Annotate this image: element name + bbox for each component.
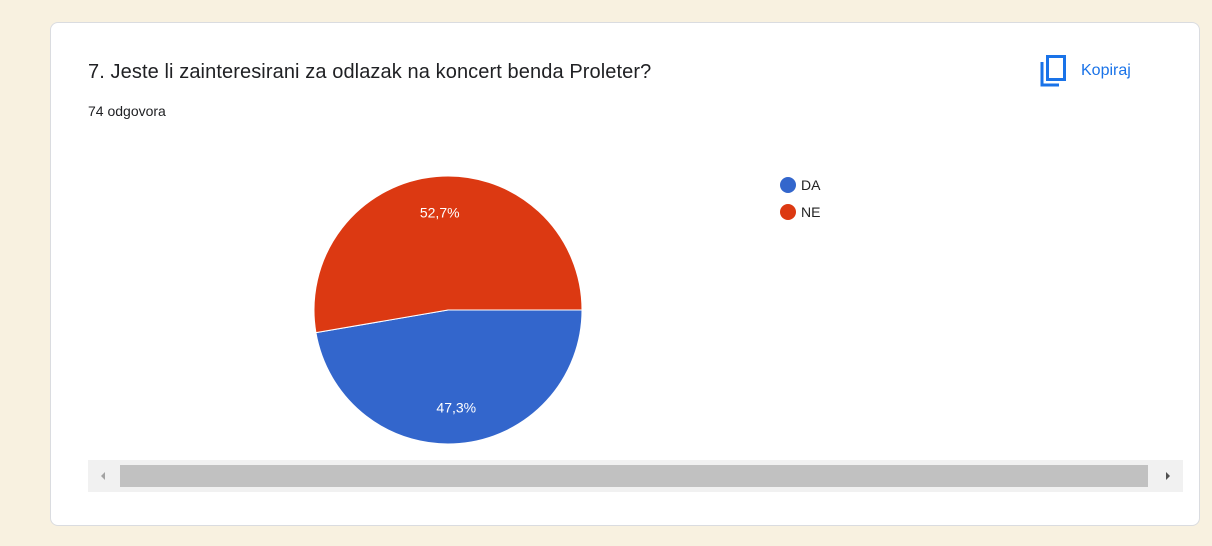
pie-slice-da[interactable] [315,309,583,445]
pie-slice-ne[interactable] [313,175,583,334]
response-count: 74 odgovora [88,103,166,119]
pie-label-da: 47,3% [436,399,476,415]
scroll-left-arrow-icon[interactable] [88,460,118,492]
legend-marker-da [780,177,796,193]
horizontal-scrollbar[interactable] [88,460,1183,492]
copy-button[interactable]: Kopiraj [1039,51,1131,91]
copy-button-label: Kopiraj [1081,62,1131,79]
pie-chart: 47,3% 52,7% DA NE [313,175,821,445]
legend-label-da: DA [801,177,821,193]
legend-marker-ne [780,204,796,220]
scroll-thumb[interactable] [120,465,1148,487]
scroll-right-arrow-icon[interactable] [1153,460,1183,492]
question-title: 7. Jeste li zainteresirani za odlazak na… [88,61,652,83]
copy-icon [1039,54,1067,88]
question-card: 7. Jeste li zainteresirani za odlazak na… [50,22,1200,526]
pie-label-ne: 52,7% [420,205,460,221]
legend-label-ne: NE [801,204,820,220]
